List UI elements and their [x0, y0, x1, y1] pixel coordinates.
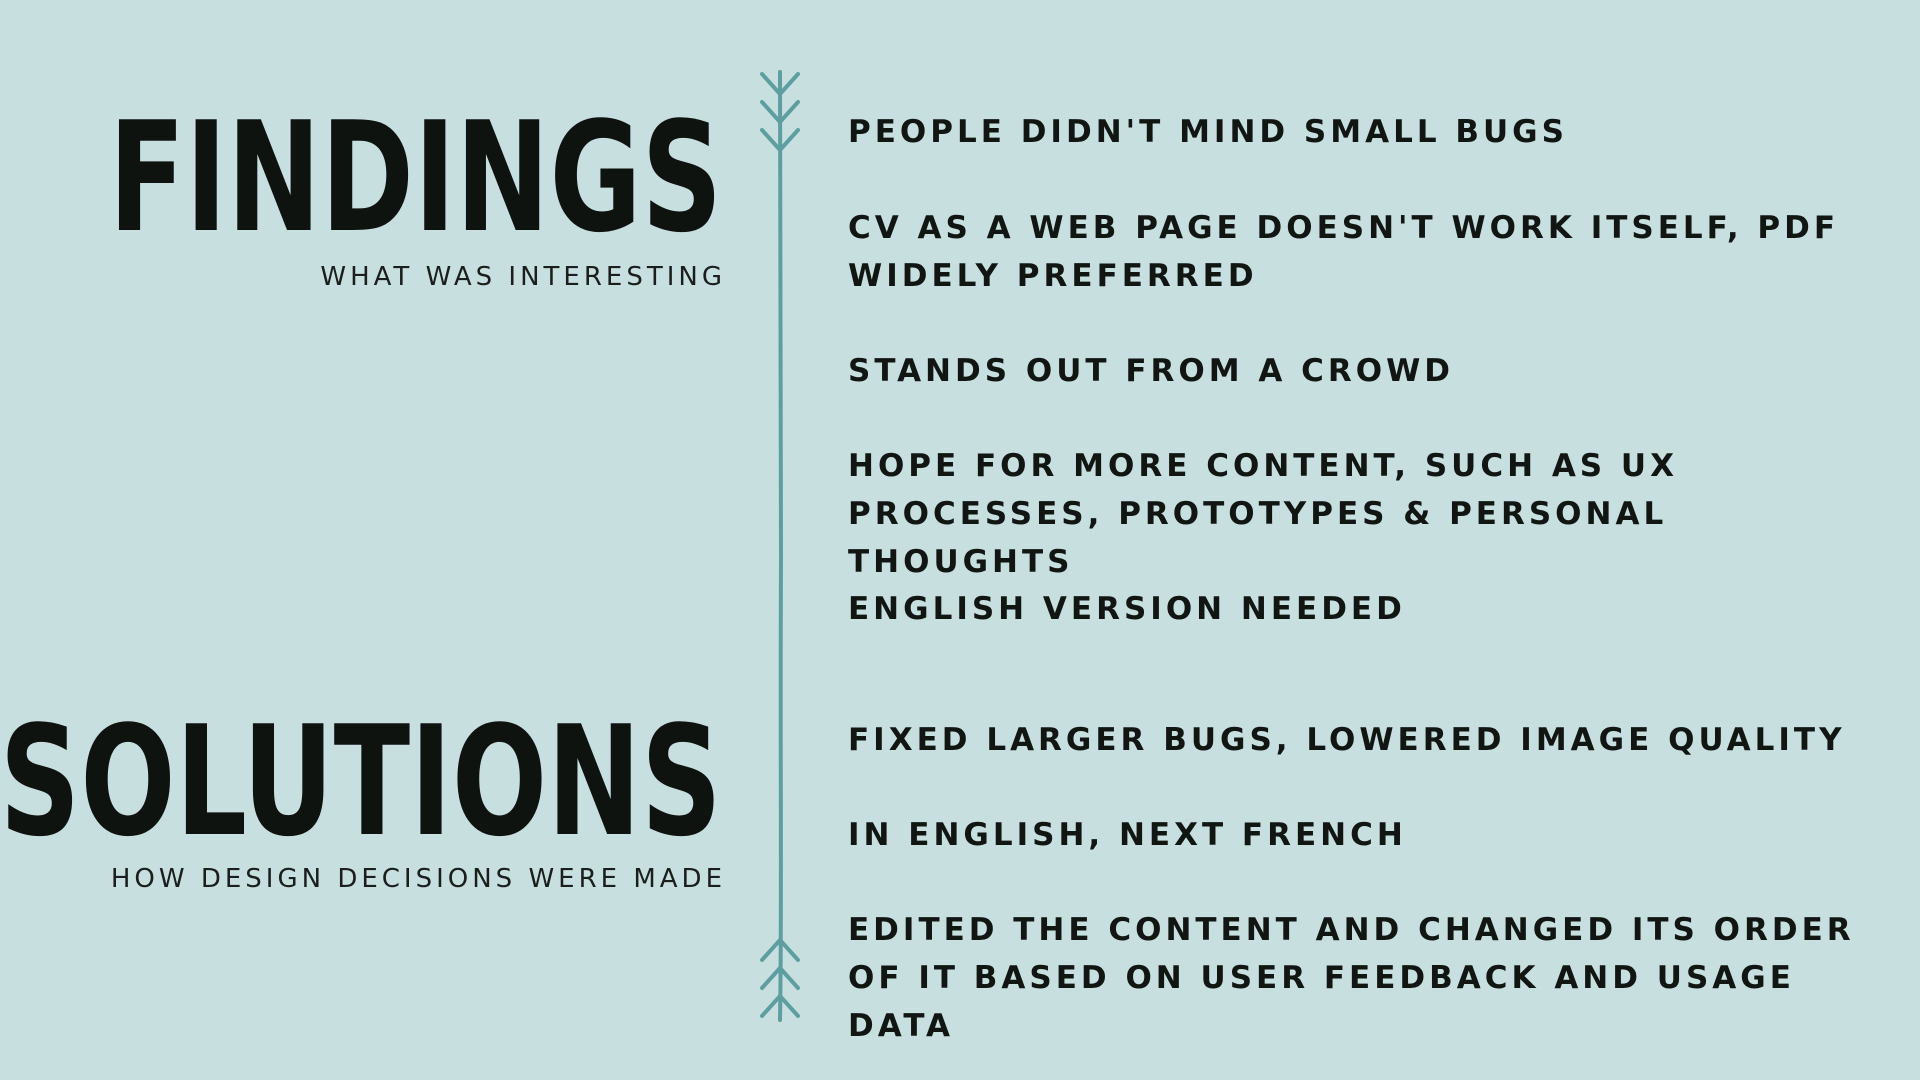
findings-title: FINDINGS — [108, 89, 722, 266]
findings-subtitle: WHAT WAS INTERESTING — [320, 262, 726, 292]
solution-item: IN ENGLISH, NEXT FRENCH — [848, 817, 1407, 853]
solution-item: FIXED LARGER BUGS, LOWERED IMAGE QUALITY — [848, 722, 1846, 758]
arrow-divider-icon — [760, 70, 800, 1022]
finding-item: ENGLISH VERSION NEEDED — [848, 591, 1406, 627]
finding-item: PEOPLE DIDN'T MIND SMALL BUGS — [848, 114, 1568, 150]
finding-item: CV AS A WEB PAGE DOESN'T WORK ITSELF, PD… — [848, 210, 1840, 294]
solutions-subtitle: HOW DESIGN DECISIONS WERE MADE — [110, 864, 726, 894]
finding-item: HOPE FOR MORE CONTENT, SUCH AS UX PROCES… — [848, 448, 1678, 580]
solutions-title: SOLUTIONS — [0, 693, 722, 870]
finding-item: STANDS OUT FROM A CROWD — [848, 353, 1455, 389]
solution-item: EDITED THE CONTENT AND CHANGED ITS ORDER… — [848, 912, 1855, 1044]
